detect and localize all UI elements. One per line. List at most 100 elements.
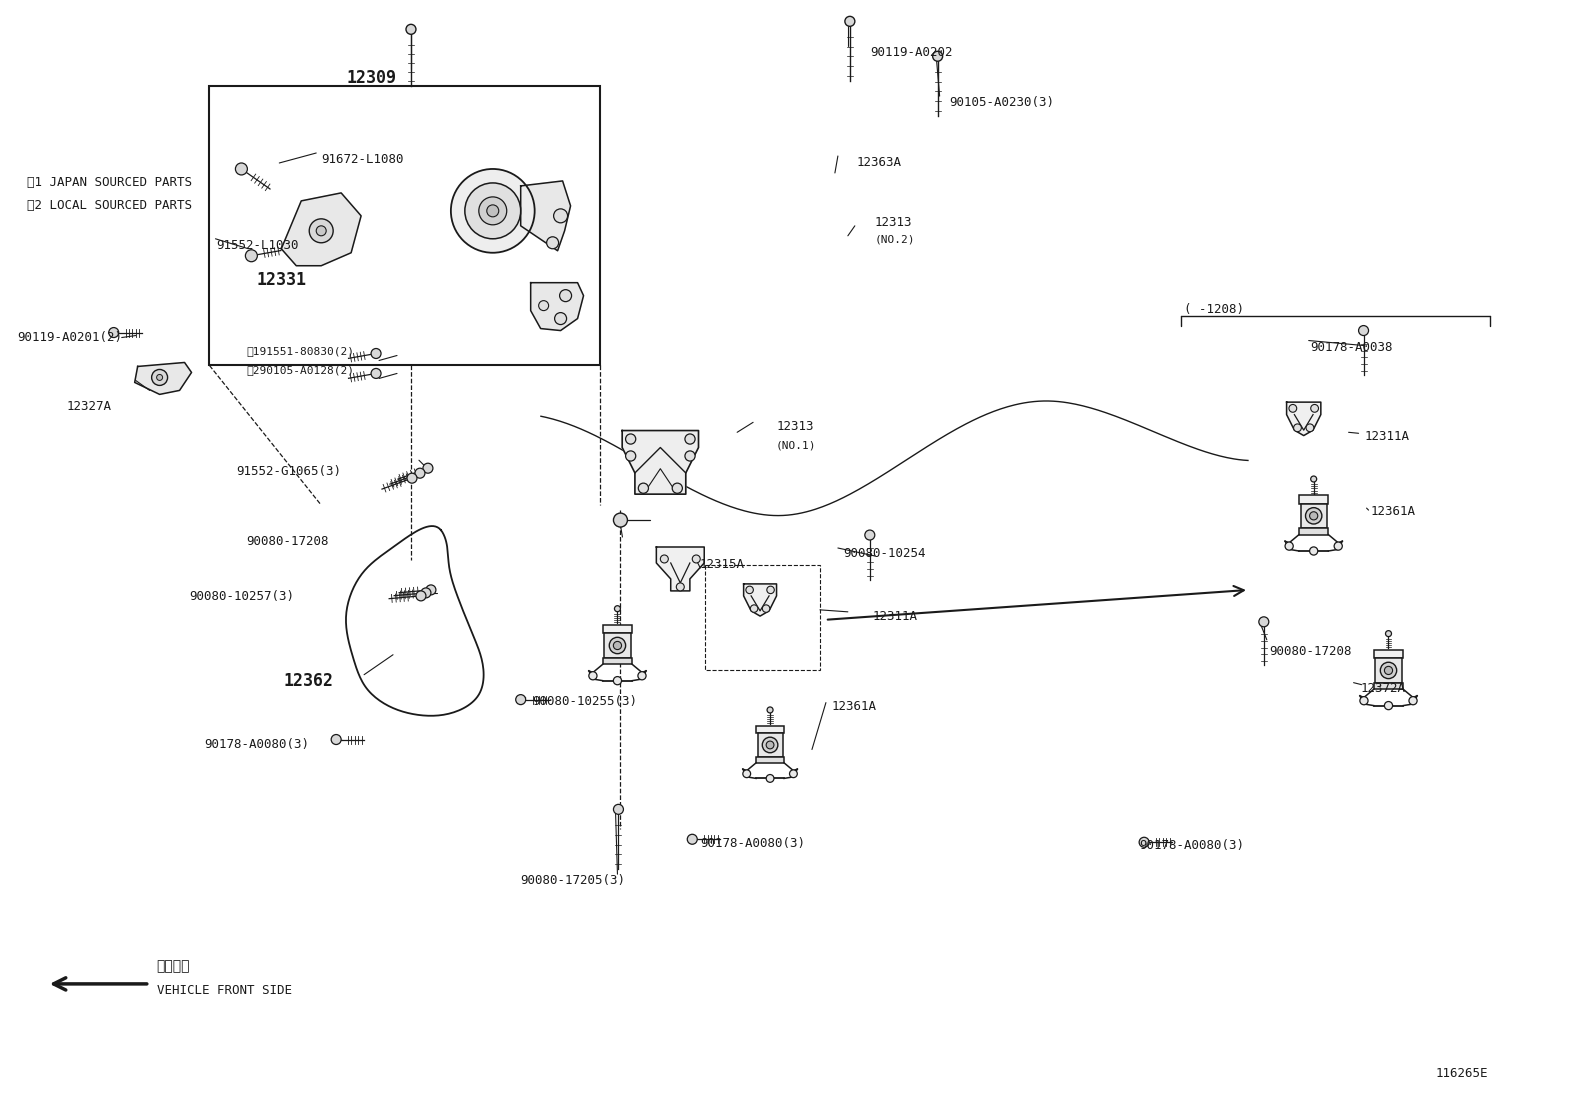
Circle shape <box>693 555 700 563</box>
Circle shape <box>688 834 697 844</box>
Text: 12313: 12313 <box>874 215 912 229</box>
Text: 12309: 12309 <box>345 69 396 87</box>
Text: ※191551-80830(2): ※191551-80830(2) <box>247 345 355 355</box>
Circle shape <box>309 219 333 243</box>
Circle shape <box>626 451 635 462</box>
Text: ( -1208): ( -1208) <box>1184 302 1243 315</box>
Text: 90080-10254: 90080-10254 <box>842 547 925 560</box>
Circle shape <box>416 591 427 601</box>
Bar <box>605 633 630 658</box>
Circle shape <box>546 236 559 248</box>
Circle shape <box>1259 617 1269 626</box>
Bar <box>1375 658 1401 682</box>
Circle shape <box>1358 325 1369 335</box>
Circle shape <box>560 290 572 301</box>
Text: 90119-A0202: 90119-A0202 <box>869 46 952 59</box>
Circle shape <box>423 463 433 474</box>
Circle shape <box>554 209 568 223</box>
Circle shape <box>864 530 874 540</box>
Polygon shape <box>530 282 584 331</box>
Circle shape <box>613 804 624 814</box>
Circle shape <box>766 741 774 748</box>
Circle shape <box>554 312 567 324</box>
Text: 90080-17208: 90080-17208 <box>247 535 330 548</box>
Bar <box>210 86 600 366</box>
Bar <box>1374 682 1403 689</box>
Circle shape <box>763 737 778 753</box>
Circle shape <box>1290 404 1297 412</box>
Circle shape <box>245 249 258 262</box>
Text: 90105-A0230(3): 90105-A0230(3) <box>949 96 1054 109</box>
Circle shape <box>1409 697 1417 704</box>
Circle shape <box>1380 663 1396 678</box>
Circle shape <box>747 586 753 593</box>
Text: (NO.2): (NO.2) <box>874 235 915 245</box>
Circle shape <box>613 513 627 528</box>
Circle shape <box>1385 666 1393 675</box>
Circle shape <box>672 484 683 493</box>
Circle shape <box>487 204 498 217</box>
Polygon shape <box>1286 402 1321 435</box>
Circle shape <box>790 770 798 778</box>
Text: 90080-10255(3): 90080-10255(3) <box>533 695 638 708</box>
Circle shape <box>236 163 247 175</box>
Polygon shape <box>622 431 699 495</box>
Circle shape <box>1360 697 1368 704</box>
Circle shape <box>516 695 525 704</box>
Circle shape <box>1305 424 1313 432</box>
Circle shape <box>479 197 506 225</box>
Bar <box>1301 503 1326 529</box>
Circle shape <box>371 348 380 358</box>
Text: 90178-A0080(3): 90178-A0080(3) <box>1140 840 1243 852</box>
Circle shape <box>685 451 696 462</box>
Circle shape <box>465 182 521 238</box>
Circle shape <box>1385 701 1393 710</box>
Text: 12311A: 12311A <box>1364 431 1409 443</box>
Circle shape <box>677 582 685 591</box>
Text: 12311A: 12311A <box>872 610 919 623</box>
Bar <box>756 725 785 733</box>
Text: 90080-17208: 90080-17208 <box>1269 645 1352 658</box>
Text: 91672-L1080: 91672-L1080 <box>322 153 404 166</box>
Circle shape <box>661 555 669 563</box>
Circle shape <box>416 468 425 478</box>
Text: ※290105-A0128(2): ※290105-A0128(2) <box>247 366 355 376</box>
Circle shape <box>845 16 855 26</box>
Circle shape <box>451 169 535 253</box>
Circle shape <box>1285 542 1293 551</box>
Text: 12315A: 12315A <box>699 558 743 571</box>
Circle shape <box>1310 404 1318 412</box>
Circle shape <box>408 474 417 484</box>
Circle shape <box>626 434 635 444</box>
Circle shape <box>933 52 942 62</box>
Text: 91552-L1030: 91552-L1030 <box>217 238 299 252</box>
Polygon shape <box>656 547 704 591</box>
Circle shape <box>420 588 431 598</box>
Text: 12362: 12362 <box>283 671 333 690</box>
Circle shape <box>613 642 621 650</box>
Polygon shape <box>521 181 570 251</box>
Polygon shape <box>743 584 777 617</box>
Text: 91552-G1065(3): 91552-G1065(3) <box>237 465 341 478</box>
Text: VEHICLE FRONT SIDE: VEHICLE FRONT SIDE <box>156 984 291 997</box>
Bar <box>705 565 820 669</box>
Circle shape <box>1385 631 1391 636</box>
Circle shape <box>610 637 626 654</box>
Bar <box>756 756 785 763</box>
Circle shape <box>766 775 774 782</box>
Text: ※1 JAPAN SOURCED PARTS: ※1 JAPAN SOURCED PARTS <box>27 176 193 189</box>
Circle shape <box>767 586 774 593</box>
Circle shape <box>767 707 774 713</box>
Circle shape <box>538 301 549 311</box>
Circle shape <box>1310 512 1318 520</box>
Circle shape <box>1140 837 1149 847</box>
Text: 12372A: 12372A <box>1361 681 1406 695</box>
Text: 90119-A0201(2): 90119-A0201(2) <box>18 331 123 344</box>
Text: ※2 LOCAL SOURCED PARTS: ※2 LOCAL SOURCED PARTS <box>27 199 193 212</box>
Bar <box>1374 650 1403 658</box>
Circle shape <box>685 434 696 444</box>
Circle shape <box>406 24 416 34</box>
Circle shape <box>763 604 771 612</box>
Circle shape <box>743 770 750 778</box>
Text: 90178-A0038: 90178-A0038 <box>1310 341 1393 354</box>
